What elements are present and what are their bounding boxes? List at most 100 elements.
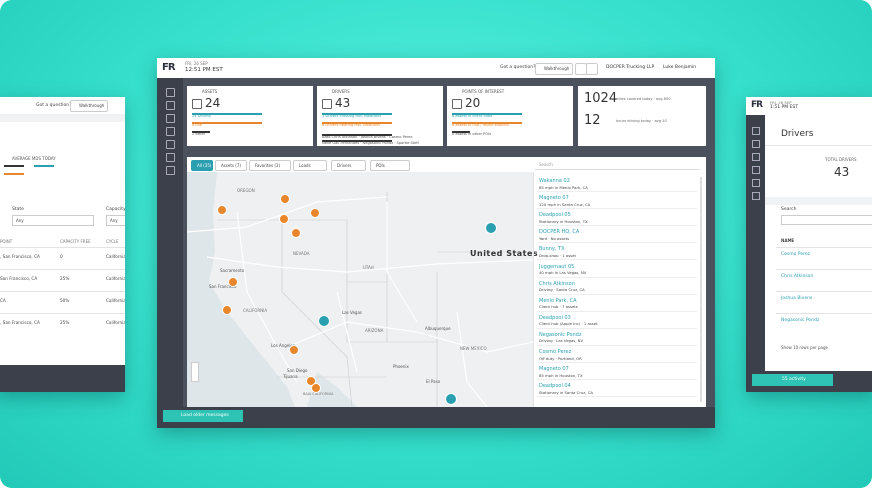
list-item-name[interactable]: Bunny, TX (539, 246, 565, 253)
list-item-name[interactable]: Wakanna 02 (539, 178, 570, 184)
driver-name[interactable]: Joshua Bivens (781, 296, 813, 301)
nav-icon[interactable] (752, 166, 760, 174)
column-header: CYCLE (106, 239, 119, 244)
ocean (187, 172, 295, 407)
list-divider (537, 191, 697, 192)
driver-name[interactable]: Cosmo Perez (781, 252, 811, 257)
filter-label: State (12, 207, 24, 212)
map-label: San Francisco (209, 284, 237, 289)
logo: FR (162, 62, 175, 73)
progress-bar (192, 131, 210, 133)
row-divider (0, 247, 125, 248)
nav-icon[interactable] (752, 192, 760, 200)
map-label: United States (470, 249, 539, 258)
nav-icon[interactable] (166, 101, 175, 110)
asset-marker[interactable] (310, 208, 320, 218)
filter-button[interactable]: Favorites (3) (249, 160, 291, 171)
list-item-name[interactable]: Deadpool 05 (539, 212, 571, 219)
divider (765, 197, 872, 205)
load-older-button[interactable]: Load older messages (163, 410, 243, 422)
load-older-label: Load older messages (181, 413, 229, 418)
list-item-name[interactable]: Magneto 07 (539, 366, 569, 373)
card-line: Neve Gail Fernandes · Negasonic Pondz · … (322, 141, 419, 145)
filter-label: Drivers (337, 162, 352, 168)
left-window: Got a question? Walkthrough AVERAGE MDS TO… (0, 97, 125, 392)
column-header: CAPACITY FREE (60, 239, 91, 244)
list-item-detail: Driving · Santa Cruz, CA (539, 287, 585, 293)
list-item-name[interactable]: Cosmo Perez (539, 349, 572, 355)
filter-select[interactable]: Any (12, 215, 94, 226)
cluster-marker[interactable] (445, 393, 457, 405)
activity-button[interactable]: 55 activity (752, 374, 833, 386)
search-box[interactable] (781, 215, 872, 225)
nav-icon[interactable] (752, 179, 760, 187)
legend-bar (34, 165, 54, 167)
table-cell: 25% (60, 276, 70, 281)
total-label: TOTAL DRIVERS (825, 157, 857, 162)
nav-icon[interactable] (166, 140, 175, 149)
nav-icon[interactable] (166, 114, 175, 123)
main-window: FR FRI, 26 SEP 12:51 PM EST Got a question?… (157, 58, 715, 428)
filter-button[interactable]: Assets (7) (215, 160, 247, 171)
asset-marker[interactable] (228, 277, 238, 287)
filter-button[interactable]: All (35) (191, 160, 213, 171)
driver-name[interactable]: Chris Atkinson (781, 274, 814, 279)
list-item-name[interactable]: Negasonic Pondz (539, 331, 582, 338)
map-label: Sacramento (220, 268, 245, 273)
zoom-controls[interactable] (191, 362, 199, 382)
list-divider (537, 293, 697, 295)
asset-marker[interactable] (280, 194, 290, 204)
list-item-detail: Stationary in Houston, TX (539, 218, 588, 224)
map-label: El Paso (426, 379, 441, 384)
filter-button[interactable]: Loads (293, 160, 327, 171)
control-button[interactable] (586, 63, 598, 75)
map-label: Phoenix (393, 364, 409, 369)
filter-value: Any (16, 217, 24, 223)
list-item-name[interactable]: Deadpool 04 (539, 383, 571, 390)
nav-icon[interactable] (752, 140, 760, 148)
divider (0, 114, 125, 122)
map[interactable] (187, 172, 533, 407)
table-cell: 25% (60, 320, 70, 325)
nav-icon[interactable] (752, 127, 760, 135)
asset-marker[interactable] (311, 383, 321, 393)
cluster-marker[interactable] (485, 222, 497, 234)
walkthrough-button[interactable]: Walkthrough (70, 100, 108, 112)
progress-bar (452, 131, 470, 133)
list-divider (537, 242, 697, 243)
list-item-name[interactable]: DOCPER HQ, CA (539, 229, 580, 236)
row-divider (776, 269, 872, 270)
filter-label: Loads (299, 162, 311, 168)
list-item-name[interactable]: Magneto 07 (539, 195, 569, 202)
walkthrough-button[interactable]: Walkthrough (535, 63, 573, 75)
asset-marker[interactable] (291, 228, 301, 238)
nav-icon[interactable] (752, 153, 760, 161)
list-item-name[interactable]: Menlo Park, CA (539, 297, 577, 304)
list-item-name[interactable]: Juggernaut 05 (539, 263, 575, 270)
nav-icon[interactable] (166, 88, 175, 97)
asset-marker[interactable] (222, 305, 232, 315)
asset-marker[interactable] (289, 345, 299, 355)
driver-name[interactable]: Negasonic Pondz (781, 318, 820, 323)
nav-icon[interactable] (166, 153, 175, 162)
asset-marker[interactable] (217, 205, 227, 215)
nav-icon[interactable] (166, 127, 175, 136)
asset-marker[interactable] (279, 214, 289, 224)
card-icon (452, 99, 462, 109)
right-window: FR FRI, 26 SEP 1:51 PM EST Drivers TOTAL DRI… (746, 97, 872, 392)
card-line: 24 Driving (192, 114, 211, 118)
card-line: 8 Drivers nearing HoS violations (322, 123, 380, 127)
progress-bar (322, 122, 392, 124)
list-item-name[interactable]: Deadpool 03 (539, 314, 571, 321)
filter-button[interactable]: Drivers (331, 160, 366, 171)
filter-select[interactable]: Any (106, 215, 125, 226)
nav-icon[interactable] (166, 166, 175, 175)
list-item-name[interactable]: Chris Atkinson (539, 280, 575, 287)
cluster-marker[interactable] (318, 315, 330, 327)
card-icon (192, 99, 202, 109)
table-cell: California B (106, 320, 125, 325)
scrollbar (700, 177, 702, 402)
list-divider (537, 276, 697, 277)
filter-button[interactable]: POIs (370, 160, 410, 171)
card-icon (322, 99, 332, 109)
